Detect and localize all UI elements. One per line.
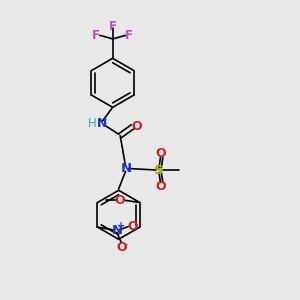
Text: ⁻: ⁻ [123,242,128,252]
Text: F: F [125,29,133,42]
Text: +: + [117,221,125,231]
Text: H: H [87,117,96,130]
Text: F: F [109,20,117,33]
Text: N: N [96,117,107,130]
Text: N: N [111,224,122,236]
Text: O: O [128,220,138,233]
Text: O: O [116,241,127,254]
Text: O: O [155,180,166,193]
Text: O: O [155,147,166,161]
Text: S: S [154,164,164,176]
Text: N: N [121,162,132,175]
Text: O: O [132,120,142,133]
Text: O: O [115,194,125,207]
Text: F: F [92,29,100,42]
